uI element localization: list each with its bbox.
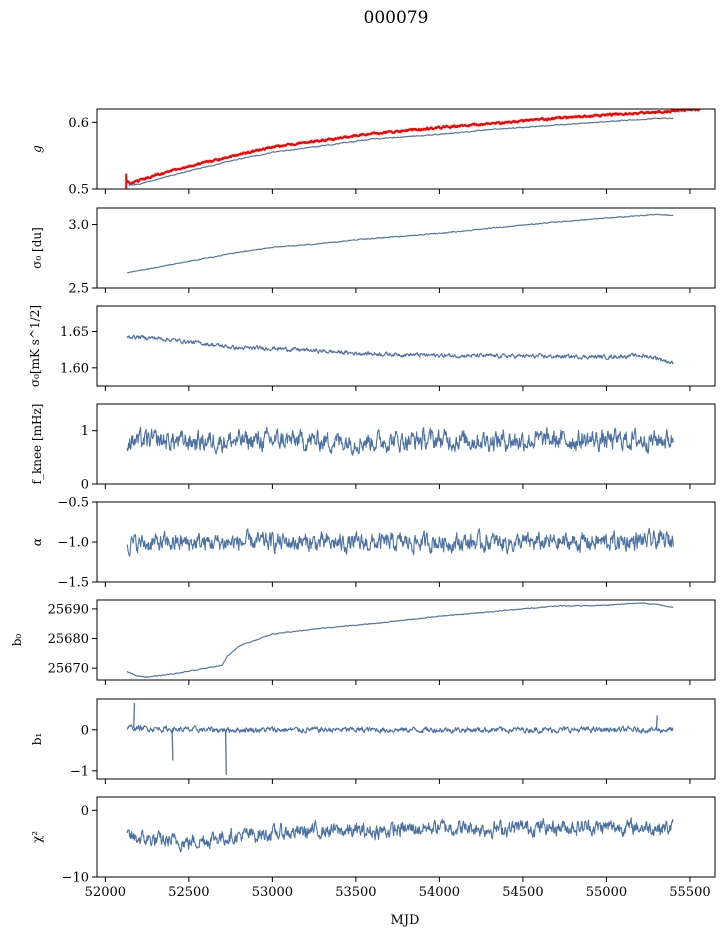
panel-alpha: −1.5 −1.0 −0.5 α	[30, 496, 716, 591]
plot-area-b1	[126, 703, 674, 775]
ytick-label: 0	[81, 804, 89, 819]
plot-area-sigma0-mks	[126, 334, 674, 365]
xtick-label: 55000	[586, 885, 627, 900]
ytick-label: 1.60	[60, 361, 89, 376]
spike-b1-3	[655, 715, 658, 730]
panel-fknee: 0 1 f_knee [mHz]	[30, 403, 716, 493]
axes-frame-g	[96, 108, 716, 190]
xtick-label: 54500	[502, 885, 543, 900]
xtick-label: 53500	[335, 885, 376, 900]
ytick-label: −0.5	[57, 496, 89, 511]
ytick-label: 1	[81, 424, 89, 439]
plot-area-alpha	[126, 527, 674, 557]
ytick-label: 1.65	[60, 325, 89, 340]
panel-b1: −1 0 b₁	[30, 698, 716, 784]
ytick-label: −10	[62, 871, 89, 886]
ylabel-b1: b₁	[30, 733, 44, 746]
axes-frame-sigma0-du	[96, 207, 716, 289]
xtick-label: 52000	[85, 885, 126, 900]
plot-area-b0	[126, 602, 674, 678]
ylabel-g: g	[30, 145, 44, 153]
axes-frame-chi2	[96, 796, 716, 878]
ytick-label: 0	[81, 723, 89, 738]
series-line-sigma0-mks-0	[126, 334, 674, 365]
ylabel-b0: b₀	[10, 634, 24, 647]
panel-chi2: −10 0 52000 52500 53000 53500 54000 54500 55000 5…	[30, 796, 716, 900]
series-line-chi2-0	[126, 817, 674, 853]
ytick-label: 25680	[48, 632, 89, 647]
ylabel-sigma0-mks: σ₀[mK s^1/2]	[28, 305, 42, 387]
series-line-b1-0	[126, 724, 674, 735]
spike-b1-1	[171, 729, 174, 761]
series-line-b0-0	[126, 602, 674, 678]
panel-g: 0.5 0.6 g	[30, 108, 716, 198]
ytick-label: −1.0	[57, 536, 89, 551]
ytick-label: −1.5	[57, 576, 89, 591]
spike-b1-2	[224, 729, 227, 775]
xtick-label: 55500	[669, 885, 710, 900]
xtick-label: 54000	[419, 885, 460, 900]
series-line-sigma0-du-0	[126, 213, 674, 274]
ytick-label: 0.5	[68, 183, 89, 198]
series-line-fknee-0	[126, 426, 674, 456]
axes-frame-sigma0-mks	[96, 305, 716, 387]
ytick-label: 3.0	[68, 218, 89, 233]
plot-area-sigma0-du	[126, 213, 674, 274]
plot-area-chi2	[126, 817, 674, 853]
ylabel-sigma0-du: σ₀ [du]	[30, 227, 44, 269]
xtick-label: 52500	[168, 885, 209, 900]
ytick-label: 0.6	[68, 116, 89, 131]
xtick-label: 53000	[252, 885, 293, 900]
x-axis-label: MJD	[391, 913, 420, 928]
axes-frame-b0	[96, 599, 716, 681]
series-line-g-1	[128, 117, 674, 186]
ytick-label: 2.5	[68, 282, 89, 297]
ylabel-alpha: α	[30, 538, 44, 546]
panels: 0.5 0.6 g 2.5 3.0 σ₀ [du] 1.60 1.65 σ₀[mK s^1/2]…	[10, 108, 716, 900]
ytick-label: 25690	[48, 602, 89, 617]
series-line-g-0	[124, 109, 701, 185]
ylabel-fknee: f_knee [mHz]	[30, 404, 44, 485]
figure-title: 000079	[364, 8, 429, 28]
panel-b0: 25670 25680 25690 b₀	[10, 599, 716, 685]
plot-area-g	[124, 109, 701, 189]
axes-frame-b1	[96, 698, 716, 780]
ytick-label: 0	[81, 478, 89, 493]
ytick-label: 25670	[48, 662, 89, 677]
ytick-label: −1	[70, 764, 89, 779]
plot-area-fknee	[126, 426, 674, 456]
ylabel-chi2: χ²	[30, 831, 44, 843]
series-line-alpha-0	[126, 527, 674, 557]
axes-frame-fknee	[96, 403, 716, 485]
panel-sigma0-du: 2.5 3.0 σ₀ [du]	[30, 207, 716, 297]
spike-b1-0	[133, 703, 136, 728]
panel-sigma0-mks: 1.60 1.65 σ₀[mK s^1/2]	[28, 305, 716, 391]
